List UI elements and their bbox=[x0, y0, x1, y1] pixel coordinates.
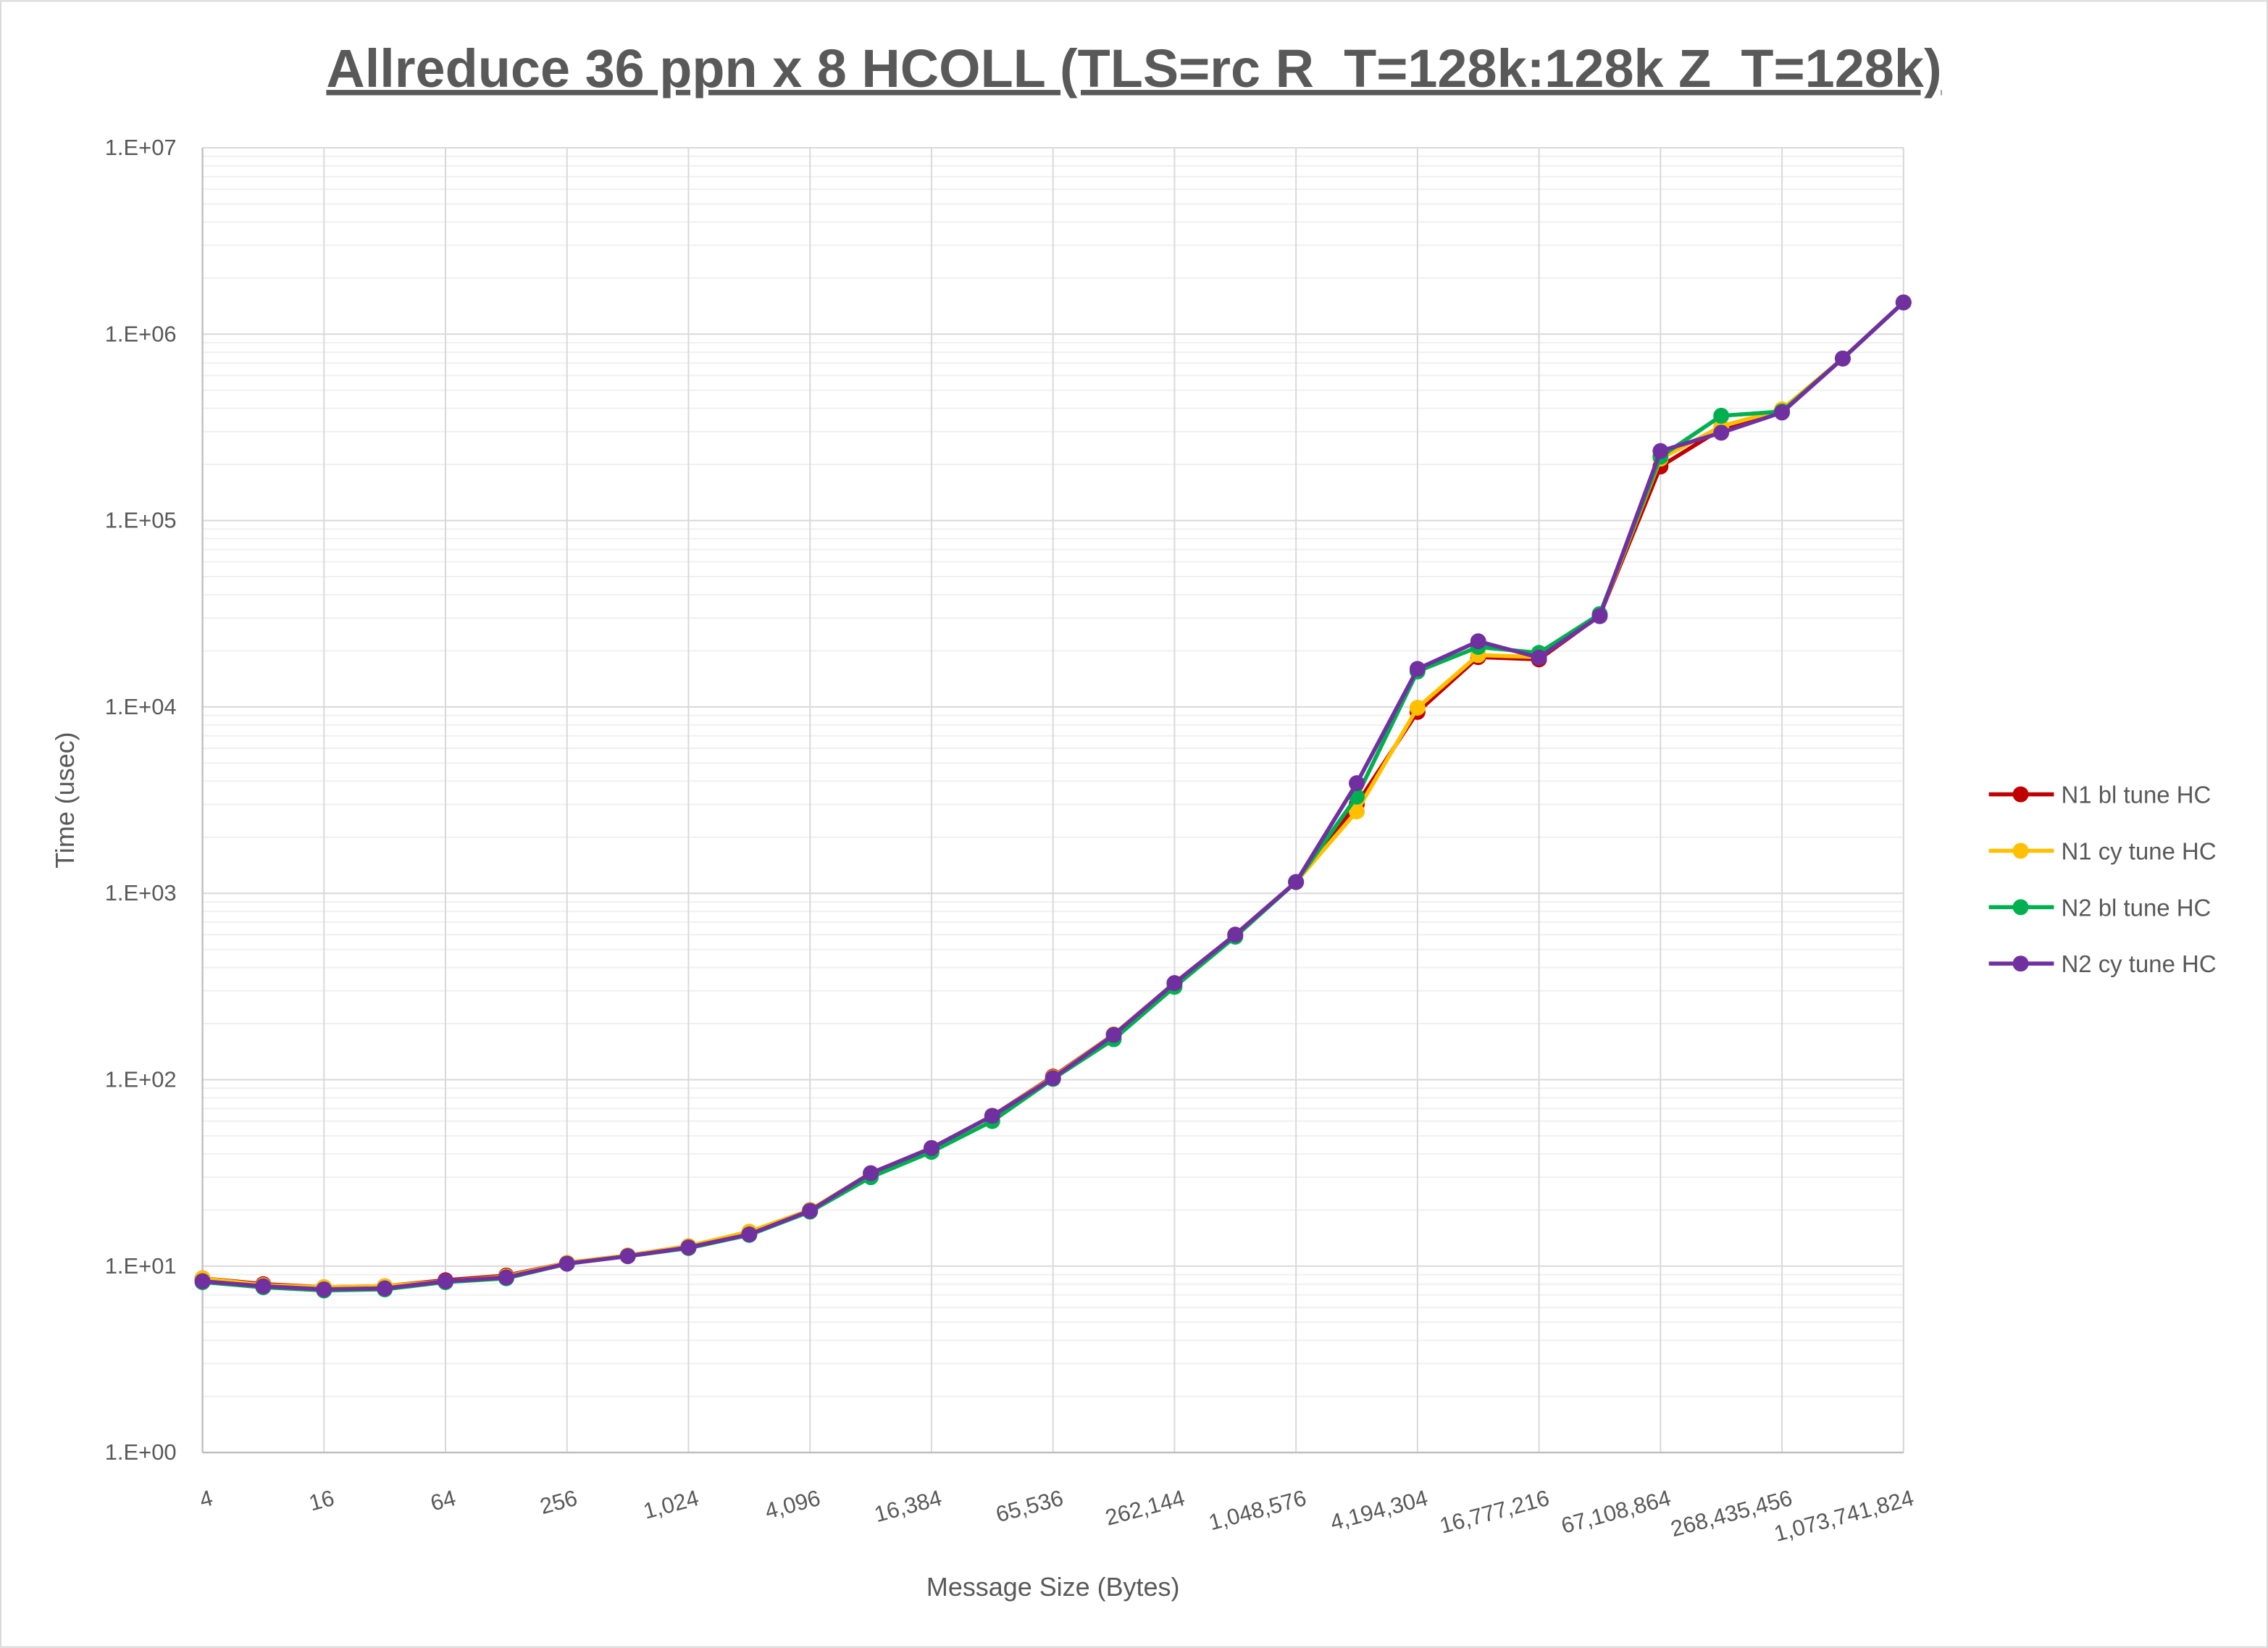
chart-title: Allreduce 36 ppn x 8 HCOLL (TLS=rc R_T=1… bbox=[326, 38, 1941, 99]
data-point bbox=[619, 1248, 636, 1265]
legend-item: N1 cy tune HC bbox=[1988, 837, 2217, 864]
y-tick-label: 1.E+07 bbox=[105, 135, 177, 160]
y-tick-label: 1.E+00 bbox=[105, 1439, 177, 1465]
data-point bbox=[680, 1239, 697, 1255]
data-point bbox=[1105, 1026, 1122, 1043]
legend-label: N1 cy tune HC bbox=[2061, 837, 2216, 864]
data-point bbox=[1531, 649, 1547, 666]
data-point bbox=[1652, 443, 1669, 459]
data-point bbox=[802, 1202, 819, 1219]
data-point bbox=[316, 1281, 332, 1297]
data-point bbox=[255, 1278, 272, 1294]
y-tick-label: 1.E+01 bbox=[105, 1253, 177, 1279]
x-tick-label: 16 bbox=[306, 1485, 337, 1516]
legend-marker bbox=[2012, 955, 2029, 972]
data-point bbox=[558, 1255, 575, 1272]
legend-label: N1 bl tune HC bbox=[2061, 782, 2211, 808]
y-tick-label: 1.E+03 bbox=[105, 880, 177, 905]
data-point bbox=[1227, 927, 1244, 943]
data-point bbox=[1713, 407, 1730, 424]
legend-label: N2 cy tune HC bbox=[2061, 950, 2216, 977]
data-point bbox=[923, 1139, 940, 1156]
data-point bbox=[1774, 404, 1791, 421]
series-n2-cy-tune-hc bbox=[194, 294, 1912, 1297]
series-layer bbox=[194, 294, 1912, 1299]
data-point bbox=[438, 1273, 454, 1289]
legend-marker bbox=[2012, 786, 2029, 803]
y-axis-ticks: 1.E+00 1.E+01 1.E+02 1.E+03 1.E+04 1.E+05 1.E+… bbox=[105, 135, 177, 1465]
legend: N1 bl tune HC N1 cy tune HC N2 bl tune HC N… bbox=[1988, 782, 2217, 977]
legend-label: N2 bl tune HC bbox=[2061, 894, 2211, 921]
y-tick-label: 1.E+04 bbox=[105, 694, 177, 719]
y-axis-title: Time (usec) bbox=[50, 732, 80, 868]
x-axis-title: Message Size (Bytes) bbox=[926, 1572, 1180, 1602]
data-point bbox=[498, 1269, 514, 1286]
legend-item: N1 bl tune HC bbox=[1988, 782, 2211, 808]
legend-item: N2 bl tune HC bbox=[1988, 894, 2211, 921]
y-tick-label: 1.E+05 bbox=[105, 508, 177, 533]
legend-marker bbox=[2012, 842, 2029, 859]
data-point bbox=[1288, 874, 1305, 890]
data-point bbox=[1409, 661, 1426, 677]
legend-item: N2 cy tune HC bbox=[1988, 950, 2217, 977]
data-point bbox=[1834, 350, 1851, 367]
data-point bbox=[1349, 775, 1365, 792]
y-tick-label: 1.E+06 bbox=[105, 321, 177, 346]
data-point bbox=[1591, 608, 1608, 624]
data-point bbox=[1045, 1070, 1061, 1087]
x-tick-label: 64 bbox=[427, 1485, 458, 1516]
data-point bbox=[741, 1226, 758, 1242]
data-point bbox=[1409, 700, 1426, 716]
data-point bbox=[1349, 803, 1365, 820]
data-point bbox=[1470, 633, 1486, 650]
data-point bbox=[1166, 975, 1183, 992]
data-point bbox=[377, 1280, 393, 1297]
y-tick-label: 1.E+02 bbox=[105, 1066, 177, 1092]
data-point bbox=[863, 1165, 879, 1181]
data-point bbox=[1895, 294, 1912, 311]
data-point bbox=[984, 1108, 1000, 1124]
data-point bbox=[194, 1273, 211, 1289]
data-point bbox=[1713, 424, 1730, 441]
legend-marker bbox=[2012, 899, 2029, 916]
